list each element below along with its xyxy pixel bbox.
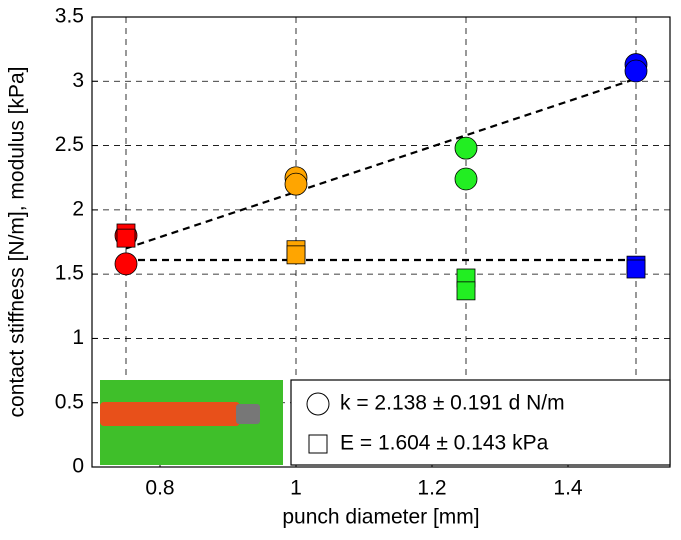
data-point <box>114 252 138 276</box>
y-tick-label: 0.5 <box>55 390 84 413</box>
y-tick-label: 2.5 <box>55 133 84 156</box>
x-tick-label: 1.2 <box>417 477 446 500</box>
data-point <box>626 259 646 279</box>
data-point <box>456 281 476 301</box>
data-point <box>284 172 308 196</box>
y-tick-label: 3.5 <box>55 5 84 28</box>
y-tick-label: 2 <box>72 197 84 220</box>
data-point <box>286 245 306 265</box>
data-point <box>624 59 648 83</box>
legend-marker <box>308 434 328 454</box>
axes-box <box>91 16 671 468</box>
y-tick-label: 1 <box>72 326 84 349</box>
x-tick-label: 0.8 <box>145 477 174 500</box>
x-axis-label: punch diameter [mm] <box>282 506 479 529</box>
data-point <box>454 167 478 191</box>
data-point <box>116 228 136 248</box>
legend-box <box>290 379 671 466</box>
x-tick-label: 1 <box>290 477 302 500</box>
fit-line <box>125 77 637 250</box>
legend-marker <box>306 392 330 416</box>
inset-rod <box>100 402 240 426</box>
data-point <box>454 136 478 160</box>
legend-label: E = 1.604 ± 0.143 kPa <box>340 432 549 455</box>
y-tick-label: 0 <box>72 455 84 478</box>
y-tick-label: 1.5 <box>55 262 84 285</box>
x-tick-label: 1.4 <box>553 477 583 500</box>
inset-tip <box>236 404 260 424</box>
legend-label: k = 2.138 ± 0.191 d N/m <box>340 392 565 415</box>
y-tick-label: 3 <box>72 69 84 92</box>
y-axis-label: contact stiffness [N/m], modulus [kPa] <box>6 67 29 418</box>
